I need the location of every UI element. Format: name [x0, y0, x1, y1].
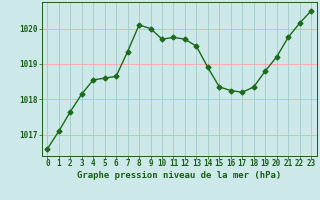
X-axis label: Graphe pression niveau de la mer (hPa): Graphe pression niveau de la mer (hPa): [77, 171, 281, 180]
